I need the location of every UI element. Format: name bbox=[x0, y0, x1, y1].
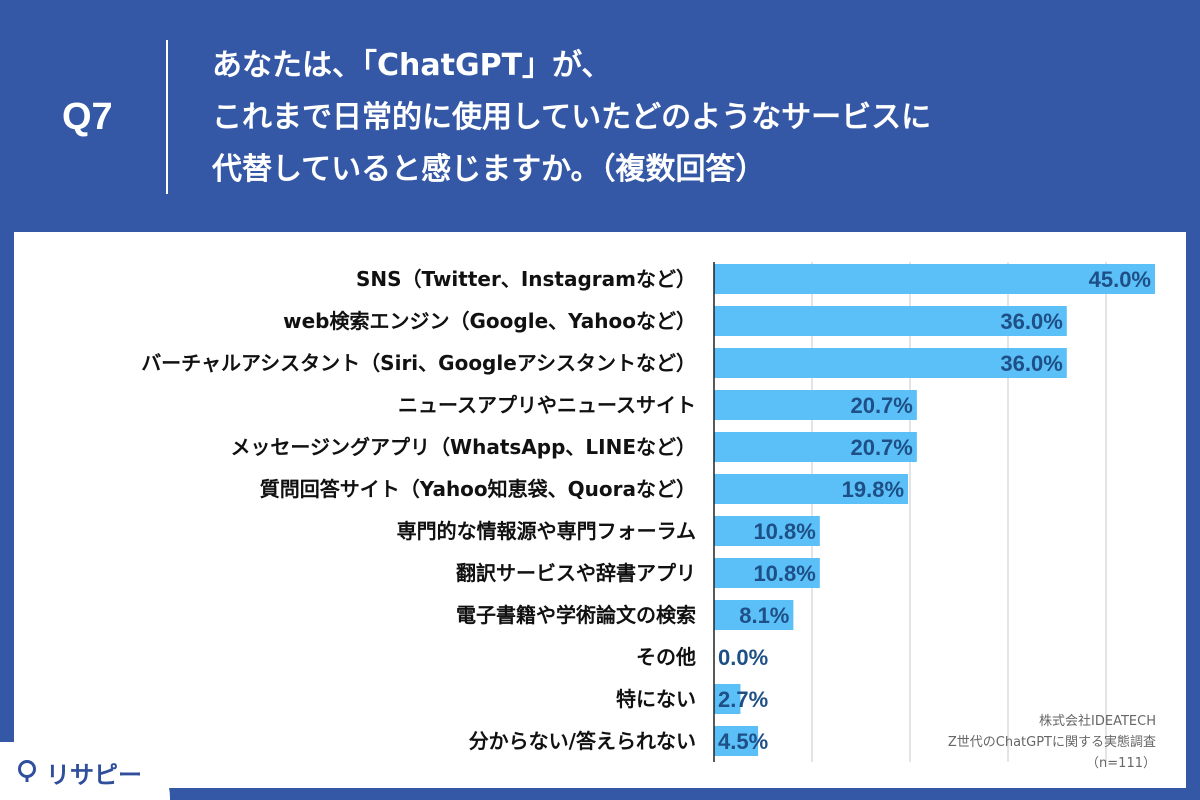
category-label: web検索エンジン（Google、Yahooなど） bbox=[283, 309, 696, 333]
category-label: 専門的な情報源や専門フォーラム bbox=[397, 519, 696, 543]
source-company: 株式会社IDEATECH bbox=[1039, 714, 1156, 729]
source-note: 株式会社IDEATECH Z世代のChatGPTに関する実態調査 （n=111） bbox=[948, 711, 1156, 774]
category-label: バーチャルアシスタント（Siri、Googleアシスタントなど） bbox=[141, 351, 696, 375]
bar bbox=[714, 516, 820, 546]
value-label: 10.8% bbox=[753, 519, 815, 544]
bar bbox=[714, 474, 909, 504]
value-label: 20.7% bbox=[850, 393, 912, 418]
bar bbox=[714, 348, 1067, 378]
bar bbox=[714, 390, 917, 420]
category-label: ニュースアプリやニュースサイト bbox=[398, 393, 696, 417]
question-line: あなたは、「ChatGPT」が、 bbox=[212, 48, 612, 83]
value-label: 45.0% bbox=[1089, 267, 1151, 292]
question-number: Q7 bbox=[62, 96, 113, 138]
bar bbox=[714, 264, 1155, 294]
category-label: 翻訳サービスや辞書アプリ bbox=[456, 561, 696, 585]
category-label: 特にない bbox=[616, 687, 696, 711]
bar bbox=[714, 306, 1067, 336]
source-sample: （n=111） bbox=[1086, 756, 1156, 771]
category-label: メッセージングアプリ（WhatsApp、LINEなど） bbox=[230, 435, 696, 459]
bar bbox=[714, 600, 794, 630]
value-label: 36.0% bbox=[1000, 351, 1062, 376]
bar bbox=[714, 558, 820, 588]
bar-chart: SNS（Twitter、Instagramなど） 45.0% web検索エンジン（G… bbox=[141, 262, 1155, 762]
bar bbox=[714, 432, 917, 462]
logo: リサピー bbox=[0, 742, 170, 800]
category-label: 質問回答サイト（Yahoo知恵袋、Quoraなど） bbox=[260, 477, 696, 501]
value-label: 0.0% bbox=[718, 645, 768, 670]
bar bbox=[714, 684, 741, 714]
logo-text: リサピー bbox=[46, 761, 142, 789]
question-line: これまで日常的に使用していたどのようなサービスに bbox=[212, 100, 932, 135]
question-line: 代替していると感じますか。（複数回答） bbox=[212, 152, 766, 187]
chart-panel: SNS（Twitter、Instagramなど） 45.0% web検索エンジン（G… bbox=[14, 232, 1186, 788]
source-survey: Z世代のChatGPTに関する実態調査 bbox=[947, 735, 1156, 750]
value-label: 4.5% bbox=[718, 729, 768, 754]
header-divider bbox=[166, 40, 168, 194]
value-label: 2.7% bbox=[718, 687, 768, 712]
value-label: 19.8% bbox=[842, 477, 904, 502]
value-label: 10.8% bbox=[753, 561, 815, 586]
category-label: その他 bbox=[636, 645, 696, 669]
value-label: 8.1% bbox=[739, 603, 789, 628]
category-label: 電子書籍や学術論文の検索 bbox=[456, 603, 696, 627]
pin-icon bbox=[18, 760, 36, 782]
value-label: 36.0% bbox=[1000, 309, 1062, 334]
value-label: 20.7% bbox=[850, 435, 912, 460]
bar bbox=[714, 726, 759, 756]
category-label: SNS（Twitter、Instagramなど） bbox=[356, 267, 696, 291]
question-text: あなたは、「ChatGPT」が、 これまで日常的に使用していたどのようなサービス… bbox=[212, 40, 1172, 196]
category-label: 分からない/答えられない bbox=[469, 729, 696, 753]
